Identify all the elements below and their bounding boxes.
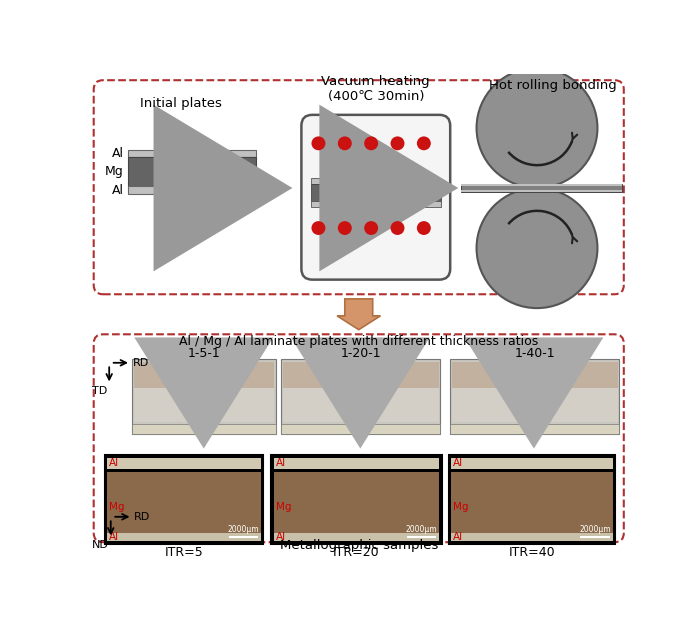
Circle shape bbox=[312, 221, 326, 235]
Bar bbox=[228, 536, 258, 539]
Text: Mg: Mg bbox=[109, 502, 125, 512]
Bar bbox=[281, 424, 440, 434]
Bar bbox=[271, 455, 442, 544]
Bar bbox=[311, 201, 441, 207]
Text: Al: Al bbox=[112, 184, 124, 197]
Text: Initial plates: Initial plates bbox=[139, 97, 221, 110]
Text: Al: Al bbox=[109, 532, 119, 542]
Bar bbox=[451, 457, 613, 469]
Bar bbox=[274, 473, 440, 532]
Bar bbox=[311, 178, 441, 184]
Text: ITR=40: ITR=40 bbox=[509, 547, 555, 560]
Bar bbox=[461, 189, 622, 192]
FancyBboxPatch shape bbox=[94, 334, 624, 542]
Text: ND: ND bbox=[92, 540, 108, 550]
Text: 2000μm: 2000μm bbox=[406, 526, 438, 534]
Bar bbox=[450, 359, 619, 434]
Text: Mg: Mg bbox=[105, 165, 124, 178]
Text: 2000μm: 2000μm bbox=[228, 526, 259, 534]
Text: RD: RD bbox=[132, 358, 148, 368]
Circle shape bbox=[338, 221, 352, 235]
Text: Mg: Mg bbox=[276, 502, 291, 512]
Bar bbox=[461, 184, 622, 186]
Bar bbox=[107, 473, 261, 532]
Circle shape bbox=[391, 221, 405, 235]
Bar bbox=[132, 424, 276, 434]
Text: Al: Al bbox=[109, 458, 119, 468]
Text: Al: Al bbox=[454, 532, 463, 542]
Text: Metallographic samples: Metallographic samples bbox=[279, 539, 438, 552]
Bar bbox=[407, 536, 436, 539]
Circle shape bbox=[312, 136, 326, 151]
Polygon shape bbox=[337, 299, 381, 329]
Circle shape bbox=[364, 221, 378, 235]
Bar bbox=[128, 149, 256, 157]
Ellipse shape bbox=[477, 188, 598, 308]
Bar bbox=[134, 388, 274, 422]
Circle shape bbox=[391, 136, 405, 151]
Ellipse shape bbox=[477, 68, 598, 188]
Text: Vacuum heating
(400℃ 30min): Vacuum heating (400℃ 30min) bbox=[321, 75, 430, 104]
Bar bbox=[311, 184, 441, 201]
Bar bbox=[580, 536, 610, 539]
Text: Mg: Mg bbox=[454, 502, 469, 512]
Bar bbox=[449, 455, 615, 544]
Bar bbox=[107, 457, 261, 469]
Text: Al / Mg / Al laminate plates with different thickness ratios: Al / Mg / Al laminate plates with differ… bbox=[179, 336, 538, 349]
FancyBboxPatch shape bbox=[302, 115, 450, 280]
Bar bbox=[274, 457, 440, 469]
Text: RD: RD bbox=[134, 511, 150, 522]
Bar bbox=[128, 186, 256, 194]
Text: 2000μm: 2000μm bbox=[580, 526, 611, 534]
Text: Al: Al bbox=[276, 458, 286, 468]
Text: ITR=20: ITR=20 bbox=[333, 547, 379, 560]
Bar bbox=[283, 388, 439, 422]
Text: 1-20-1: 1-20-1 bbox=[340, 347, 381, 360]
Circle shape bbox=[417, 221, 430, 235]
Text: Al: Al bbox=[112, 147, 124, 160]
Bar bbox=[452, 388, 617, 422]
Circle shape bbox=[338, 136, 352, 151]
Text: ITR=5: ITR=5 bbox=[164, 547, 204, 560]
Bar bbox=[452, 362, 617, 388]
Text: 1-5-1: 1-5-1 bbox=[188, 347, 220, 360]
Bar bbox=[450, 424, 619, 434]
Bar bbox=[132, 359, 276, 434]
FancyBboxPatch shape bbox=[94, 80, 624, 294]
Bar bbox=[128, 157, 256, 186]
Bar bbox=[104, 455, 263, 544]
Bar bbox=[107, 534, 261, 542]
Circle shape bbox=[364, 136, 378, 151]
Bar bbox=[451, 473, 613, 532]
Circle shape bbox=[417, 136, 430, 151]
Text: 1-40-1: 1-40-1 bbox=[514, 347, 555, 360]
Bar bbox=[274, 534, 440, 542]
Bar bbox=[281, 359, 440, 434]
Bar bbox=[283, 362, 439, 388]
Text: Al: Al bbox=[276, 532, 286, 542]
Bar bbox=[451, 534, 613, 542]
Text: TD: TD bbox=[92, 386, 107, 396]
Bar bbox=[461, 184, 622, 192]
Bar bbox=[134, 362, 274, 388]
Text: Hot rolling bonding: Hot rolling bonding bbox=[489, 79, 617, 92]
Text: Al: Al bbox=[454, 458, 463, 468]
